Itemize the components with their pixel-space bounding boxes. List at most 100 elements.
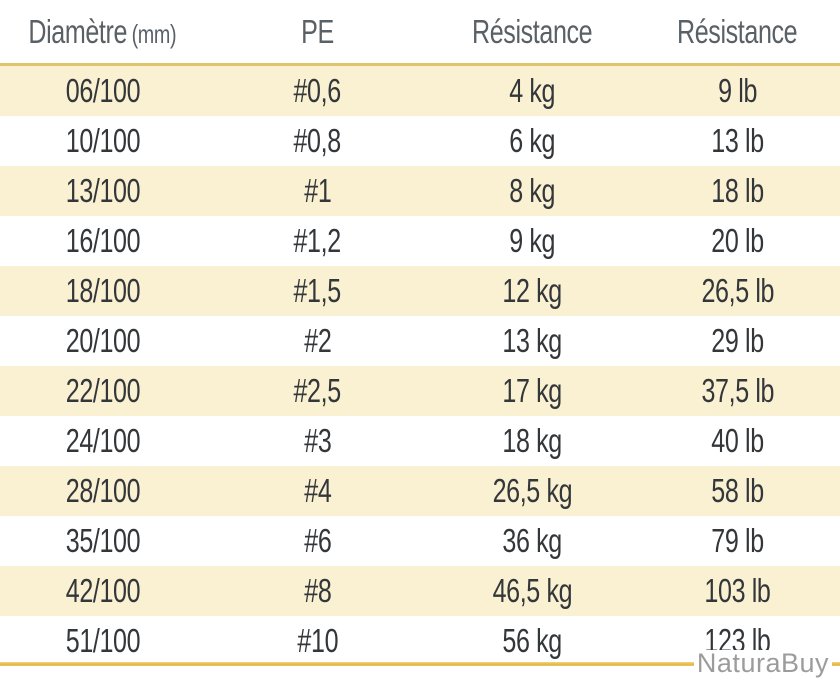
cell-text: 56 kg — [502, 622, 563, 659]
table-cell-resistance_kg: 46,5 kg — [430, 566, 635, 616]
table-cell-resistance_lb: 26,5 lb — [635, 266, 840, 316]
table-cell-resistance_lb: 40 lb — [635, 416, 840, 466]
table-cell-diametre: 16/100 — [0, 216, 205, 266]
table-cell-pe: #1,2 — [205, 216, 430, 266]
cell-text: 26,5 lb — [701, 272, 774, 309]
col-header-pe-text: PE — [301, 12, 334, 50]
cell-text: 40 lb — [711, 422, 764, 459]
cell-text: #1,2 — [293, 222, 342, 259]
cell-text: #3 — [303, 422, 332, 459]
cell-text: 12 kg — [502, 272, 563, 309]
table-cell-resistance_lb: 20 lb — [635, 216, 840, 266]
table-cell-pe: #10 — [205, 616, 430, 666]
table-cell-pe: #2 — [205, 316, 430, 366]
col-header-diametre-unit: (mm) — [131, 18, 177, 49]
header-row: Diamètre (mm) PE Résistance Résistance — [0, 0, 840, 66]
col-header-diametre: Diamètre (mm) — [0, 0, 205, 66]
table-cell-resistance_lb: 58 lb — [635, 466, 840, 516]
cell-text: 36 kg — [502, 522, 563, 559]
table-row: 13/100 #1 8 kg 18 lb — [0, 166, 840, 216]
cell-text: 13 kg — [502, 322, 563, 359]
table-cell-pe: #1 — [205, 166, 430, 216]
cell-text: 06/100 — [65, 72, 140, 109]
table-cell-pe: #0,8 — [205, 116, 430, 166]
cell-text: 18 lb — [711, 172, 764, 209]
col-header-resistance-lb-text: Résistance — [677, 12, 798, 50]
table-cell-resistance_lb: 9 lb — [635, 65, 840, 117]
cell-text: #6 — [303, 522, 332, 559]
cell-text: #10 — [297, 622, 338, 659]
cell-text: 35/100 — [65, 522, 140, 559]
table-cell-resistance_lb: 29 lb — [635, 316, 840, 366]
cell-text: #0,8 — [293, 122, 342, 159]
table-cell-resistance_kg: 6 kg — [430, 116, 635, 166]
cell-text: 13 lb — [711, 122, 764, 159]
table-row: 18/100 #1,5 12 kg 26,5 lb — [0, 266, 840, 316]
table-cell-pe: #6 — [205, 516, 430, 566]
table-cell-resistance_kg: 13 kg — [430, 316, 635, 366]
table-row: 28/100 #4 26,5 kg 58 lb — [0, 466, 840, 516]
table-cell-pe: #1,5 — [205, 266, 430, 316]
table-cell-diametre: 13/100 — [0, 166, 205, 216]
bottom-accent-line — [0, 662, 840, 666]
table-row: 06/100 #0,6 4 kg 9 lb — [0, 64, 840, 117]
table-cell-diametre: 06/100 — [0, 65, 205, 117]
naturabuy-watermark: NaturaBuy — [693, 650, 832, 677]
table-cell-resistance_kg: 9 kg — [430, 216, 635, 266]
cell-text: 8 kg — [509, 172, 556, 209]
cell-text: 18/100 — [65, 272, 140, 309]
table-cell-diametre: 28/100 — [0, 466, 205, 516]
cell-text: 29 lb — [711, 322, 764, 359]
cell-text: #2 — [303, 322, 332, 359]
cell-text: 58 lb — [711, 472, 764, 509]
table-cell-resistance_lb: 103 lb — [635, 566, 840, 616]
table-cell-resistance_kg: 8 kg — [430, 166, 635, 216]
cell-text: 18 kg — [502, 422, 563, 459]
cell-text: #8 — [303, 572, 332, 609]
cell-text: 13/100 — [65, 172, 140, 209]
cell-text: 46,5 kg — [492, 572, 573, 609]
table-cell-diametre: 20/100 — [0, 316, 205, 366]
table-row: 10/100 #0,8 6 kg 13 lb — [0, 116, 840, 166]
table-cell-pe: #2,5 — [205, 366, 430, 416]
cell-text: 42/100 — [65, 572, 140, 609]
table-cell-pe: #4 — [205, 466, 430, 516]
col-header-pe: PE — [205, 0, 430, 66]
cell-text: 16/100 — [65, 222, 140, 259]
cell-text: 79 lb — [711, 522, 764, 559]
cell-text: 20/100 — [65, 322, 140, 359]
table-row: 16/100 #1,2 9 kg 20 lb — [0, 216, 840, 266]
col-header-resistance-kg: Résistance — [430, 0, 635, 66]
table-cell-diametre: 51/100 — [0, 616, 205, 666]
line-spec-table: Diamètre (mm) PE Résistance Résistance 06… — [0, 0, 840, 666]
cell-text: 26,5 kg — [492, 472, 573, 509]
table-cell-resistance_kg: 56 kg — [430, 616, 635, 666]
table-cell-resistance_lb: 37,5 lb — [635, 366, 840, 416]
cell-text: #4 — [303, 472, 332, 509]
table-cell-pe: #3 — [205, 416, 430, 466]
cell-text: 103 lb — [704, 572, 771, 609]
table-cell-pe: #8 — [205, 566, 430, 616]
table-cell-resistance_kg: 18 kg — [430, 416, 635, 466]
table-cell-resistance_kg: 26,5 kg — [430, 466, 635, 516]
table-cell-diametre: 24/100 — [0, 416, 205, 466]
cell-text: 9 kg — [509, 222, 556, 259]
cell-text: 37,5 lb — [701, 372, 774, 409]
cell-text: #2,5 — [293, 372, 342, 409]
table-cell-resistance_kg: 12 kg — [430, 266, 635, 316]
table-cell-resistance_kg: 4 kg — [430, 65, 635, 117]
col-header-diametre-text: Diamètre (mm) — [28, 12, 177, 50]
cell-text: 28/100 — [65, 472, 140, 509]
cell-text: 9 lb — [718, 72, 757, 109]
cell-text: 24/100 — [65, 422, 140, 459]
table-cell-resistance_kg: 17 kg — [430, 366, 635, 416]
table-cell-diametre: 22/100 — [0, 366, 205, 416]
cell-text: #1,5 — [293, 272, 342, 309]
table-cell-resistance_lb: 13 lb — [635, 116, 840, 166]
col-header-resistance-kg-text: Résistance — [472, 12, 593, 50]
cell-text: 10/100 — [65, 122, 140, 159]
cell-text: #1 — [303, 172, 332, 209]
table-cell-pe: #0,6 — [205, 65, 430, 117]
cell-text: 4 kg — [509, 72, 556, 109]
